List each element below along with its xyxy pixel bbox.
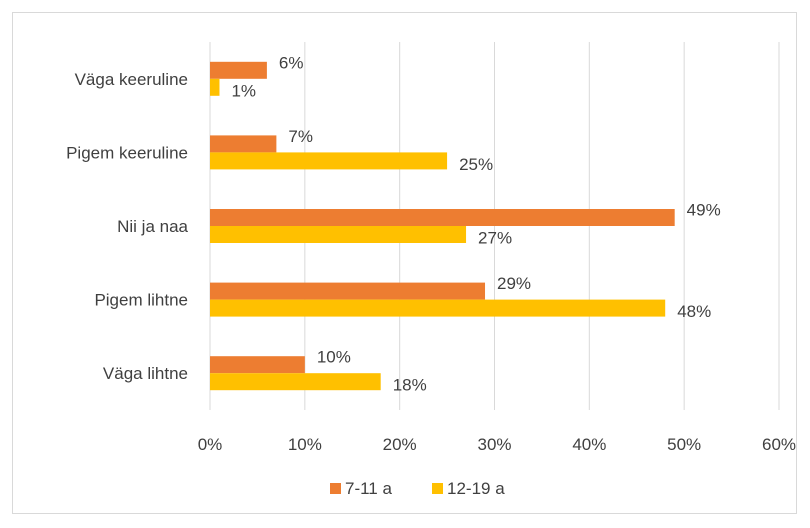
x-tick-label: 0% [198, 435, 223, 454]
category-label: Väga lihtne [103, 364, 188, 383]
bar-series2 [210, 373, 381, 390]
bar-series1 [210, 62, 267, 79]
legend-label: 7-11 a [345, 479, 392, 498]
data-label: 6% [279, 53, 304, 72]
category-label: Pigem keeruline [66, 143, 188, 162]
data-label: 10% [317, 348, 351, 367]
x-tick-label: 50% [667, 435, 701, 454]
bar-series2 [210, 152, 447, 169]
bar-series1 [210, 135, 276, 152]
x-tick-label: 40% [572, 435, 606, 454]
bar-series2 [210, 300, 665, 317]
x-tick-label: 60% [762, 435, 796, 454]
category-label: Nii ja naa [117, 217, 188, 236]
data-label: 25% [459, 155, 493, 174]
data-label: 48% [677, 302, 711, 321]
x-tick-label: 30% [477, 435, 511, 454]
bar-series1 [210, 209, 675, 226]
data-label: 27% [478, 229, 512, 248]
category-label: Pigem lihtne [94, 291, 188, 310]
data-label: 29% [497, 274, 531, 293]
data-label: 7% [288, 127, 313, 146]
category-label: Väga keeruline [75, 70, 188, 89]
bar-series1 [210, 283, 485, 300]
data-label: 18% [393, 376, 427, 395]
legend-swatch [432, 483, 443, 494]
data-label: 1% [231, 81, 256, 100]
legend-label: 12-19 a [447, 479, 505, 498]
bar-series2 [210, 226, 466, 243]
x-tick-label: 20% [383, 435, 417, 454]
legend-swatch [330, 483, 341, 494]
x-tick-label: 10% [288, 435, 322, 454]
bar-series1 [210, 356, 305, 373]
data-label: 49% [687, 201, 721, 220]
bar-series2 [210, 79, 219, 96]
